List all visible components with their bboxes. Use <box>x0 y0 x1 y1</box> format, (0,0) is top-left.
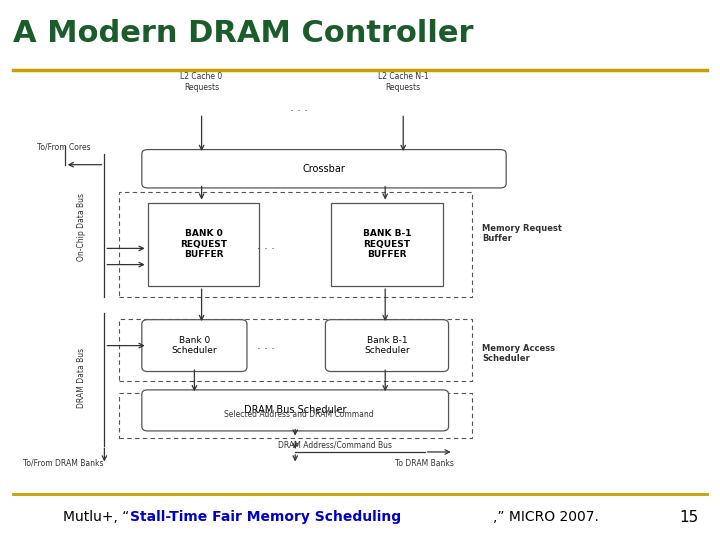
Text: A Modern DRAM Controller: A Modern DRAM Controller <box>13 19 474 48</box>
Text: To/From Cores: To/From Cores <box>37 142 90 151</box>
Text: Mutlu+, “: Mutlu+, “ <box>63 510 130 524</box>
Text: BANK B-1
REQUEST
BUFFER: BANK B-1 REQUEST BUFFER <box>363 230 411 259</box>
Text: . . .: . . . <box>258 241 275 251</box>
FancyBboxPatch shape <box>142 390 449 431</box>
Text: . . .: . . . <box>258 341 275 350</box>
Text: L2 Cache 0
Requests: L2 Cache 0 Requests <box>181 72 222 92</box>
Text: On-Chip Data Bus: On-Chip Data Bus <box>77 193 86 261</box>
Text: DRAM Address/Command Bus: DRAM Address/Command Bus <box>278 441 392 450</box>
Text: To/From DRAM Banks: To/From DRAM Banks <box>23 459 104 468</box>
Text: Stall-Time Fair Memory Scheduling: Stall-Time Fair Memory Scheduling <box>130 510 401 524</box>
Text: ,” MICRO 2007.: ,” MICRO 2007. <box>493 510 599 524</box>
FancyBboxPatch shape <box>142 150 506 188</box>
FancyBboxPatch shape <box>142 320 247 372</box>
Text: Crossbar: Crossbar <box>302 164 346 174</box>
Text: To DRAM Banks: To DRAM Banks <box>395 459 454 468</box>
Text: Bank 0
Scheduler: Bank 0 Scheduler <box>171 336 217 355</box>
Text: Bank B-1
Scheduler: Bank B-1 Scheduler <box>364 336 410 355</box>
Text: . . .: . . . <box>290 103 307 113</box>
FancyBboxPatch shape <box>331 202 443 286</box>
Text: BANK 0
REQUEST
BUFFER: BANK 0 REQUEST BUFFER <box>180 230 227 259</box>
Text: Memory Request
Buffer: Memory Request Buffer <box>482 224 562 243</box>
Text: L2 Cache N-1
Requests: L2 Cache N-1 Requests <box>378 72 428 92</box>
Text: DRAM Data Bus: DRAM Data Bus <box>77 348 86 408</box>
Text: Selected Address and DRAM Command: Selected Address and DRAM Command <box>224 410 374 419</box>
FancyBboxPatch shape <box>325 320 449 372</box>
Text: 15: 15 <box>679 510 698 525</box>
Text: DRAM Bus Scheduler: DRAM Bus Scheduler <box>244 406 346 415</box>
Text: Memory Access
Scheduler: Memory Access Scheduler <box>482 344 555 363</box>
FancyBboxPatch shape <box>148 202 259 286</box>
